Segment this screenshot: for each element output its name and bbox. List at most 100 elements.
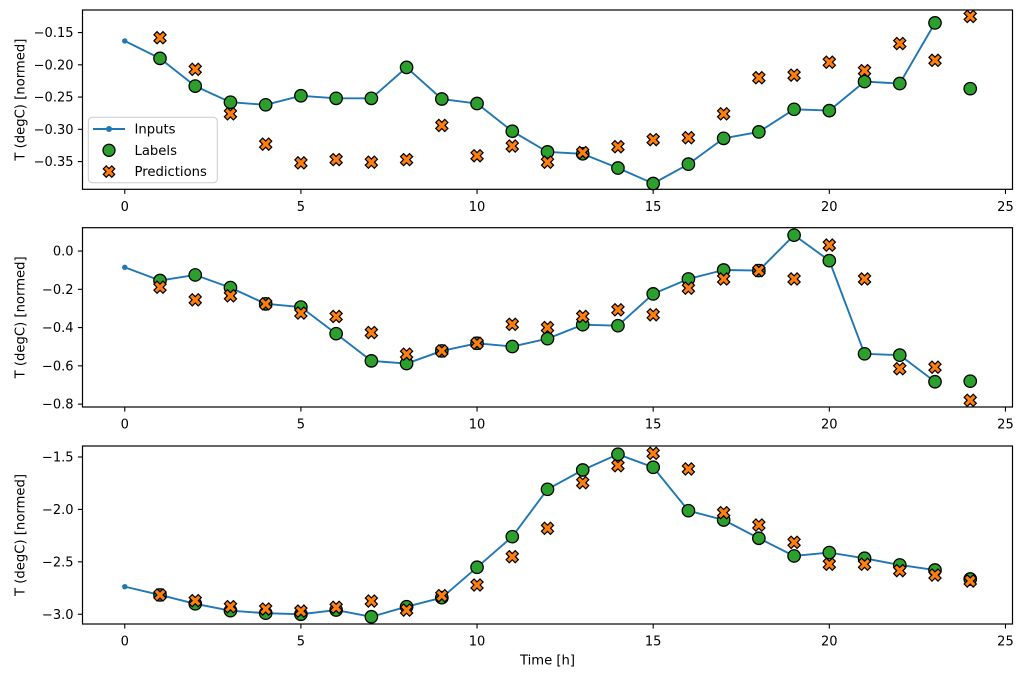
label-marker [505,124,520,139]
prediction-marker [716,272,731,286]
label-marker [681,157,696,171]
legend-item-predictions: Predictions [102,165,208,180]
x-tick-label: 10 [469,200,486,215]
prediction-marker [399,152,414,167]
x-tick-label: 25 [997,635,1014,650]
x-tick-label: 20 [821,635,838,650]
prediction-marker [470,578,484,592]
y-tick-label: −3.0 [42,608,74,623]
label-marker [258,97,273,112]
prediction-marker [329,309,344,324]
prediction-marker [822,557,837,572]
x-tick-label: 10 [469,635,486,650]
y-tick-label: −0.2 [42,283,74,298]
prediction-marker [258,137,273,152]
prediction-marker [223,288,238,303]
label-marker [153,51,167,66]
prediction-marker [646,132,661,147]
y-tick-label: −0.8 [42,398,74,413]
x-tick-label: 25 [997,200,1014,215]
legend-item-inputs: Inputs [93,123,176,138]
prediction-marker [751,518,766,532]
label-marker [540,482,555,497]
prediction-marker [822,238,837,253]
x-tick-label: 10 [469,418,486,433]
x-tick-label: 15 [645,635,662,650]
label-marker [540,331,555,346]
y-tick-label: −0.25 [34,91,74,106]
prediction-marker [540,521,555,536]
label-marker [399,60,414,75]
label-marker [892,348,907,362]
label-marker [364,354,379,368]
y-tick-label: −1.5 [42,451,74,466]
label-marker [434,92,449,106]
x-tick-label: 0 [121,418,129,433]
x-tick-label: 0 [121,200,129,215]
prediction-marker [293,306,308,320]
label-marker [963,374,978,389]
legend-label: Predictions [135,165,208,180]
prediction-marker [857,272,872,286]
legend-box [87,116,218,184]
label-marker [752,125,766,139]
legend-line-dot-icon [106,126,112,132]
prediction-marker [681,281,696,296]
legend: Inputs Labels Predictions [87,116,218,184]
prediction-marker [293,155,308,170]
label-marker [611,447,625,462]
label-marker [188,268,203,282]
prediction-marker [681,462,696,476]
y-tick-label: −0.15 [34,26,74,41]
y-tick-label: −0.20 [34,58,74,73]
subplot-2: 0 5 10 15 20 25 0.0 −0.2 −0.4 −0.6 −0.8 T (degC) [n… [14,227,1014,433]
x-axis-ticks: 0 5 10 15 20 25 [121,407,1014,433]
prediction-marker [188,62,203,77]
prediction-marker [364,155,379,170]
legend-label: Inputs [135,123,176,138]
inputs-marker [122,38,128,44]
inputs-marker [122,583,128,590]
label-marker [716,131,731,146]
y-tick-label: −0.30 [34,123,74,138]
prediction-marker [928,568,942,582]
label-marker [822,253,837,268]
label-marker [787,102,801,117]
prediction-marker [822,55,837,70]
subplot-1: 0 5 10 15 20 25 −0.15 −0.20 −0.25 −0.30 −0.35 T (de… [14,9,1014,215]
prediction-marker [505,549,520,564]
prediction-marker [153,588,167,602]
prediction-marker [751,263,766,278]
prediction-marker [293,604,308,619]
prediction-marker [153,30,167,45]
prediction-marker [716,106,731,121]
prediction-marker [928,53,942,68]
prediction-marker [751,70,766,85]
y-axis-label: T (degC) [normed] [14,474,29,597]
label-marker [752,531,766,546]
legend-x-icon [102,165,116,179]
prediction-marker [575,145,590,160]
prediction-marker [470,336,484,351]
prediction-marker [611,458,625,473]
label-marker [822,103,837,118]
x-tick-label: 15 [645,418,662,433]
prediction-marker [329,600,344,615]
y-axis-ticks: 0.0 −0.2 −0.4 −0.6 −0.8 [42,245,83,413]
prediction-marker [857,557,872,572]
prediction-marker [787,272,802,286]
prediction-marker [434,588,449,603]
prediction-marker [787,68,802,83]
label-marker [505,529,520,544]
x-axis-ticks: 0 5 10 15 20 25 [121,189,1014,215]
plot-area [81,445,1014,625]
prediction-marker [963,9,978,24]
label-marker [892,76,907,91]
label-marker [470,96,484,111]
label-marker [646,460,661,475]
prediction-marker [681,130,696,145]
label-marker [787,228,801,243]
label-marker [646,176,661,191]
prediction-marker [646,307,661,322]
prediction-marker [329,152,344,167]
